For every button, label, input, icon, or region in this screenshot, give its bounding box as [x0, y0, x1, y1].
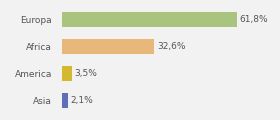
Bar: [62, 93, 67, 108]
Bar: [62, 39, 154, 54]
Text: 61,8%: 61,8%: [240, 15, 269, 24]
Bar: [62, 12, 237, 27]
Text: 3,5%: 3,5%: [74, 69, 97, 78]
Text: 32,6%: 32,6%: [157, 42, 185, 51]
Text: 2,1%: 2,1%: [70, 96, 93, 105]
Bar: [62, 66, 71, 81]
